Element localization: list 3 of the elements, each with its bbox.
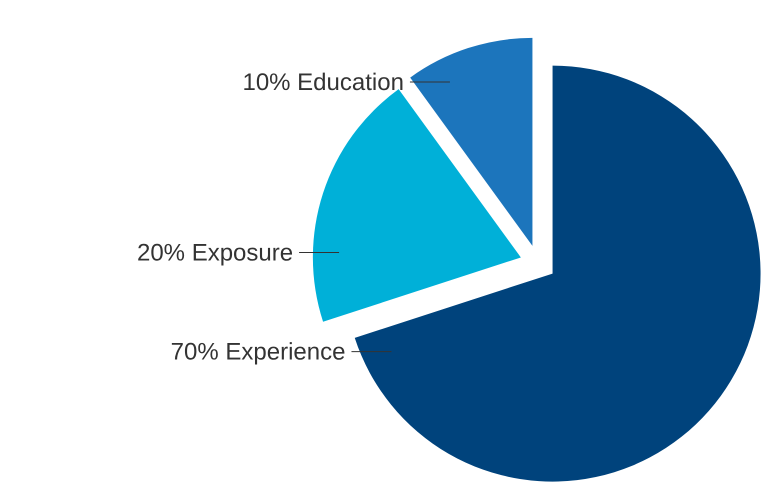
slice-label: 70% Experience bbox=[170, 338, 346, 366]
slice-label: 20% Exposure bbox=[136, 239, 294, 266]
slice-label: 10% Education bbox=[242, 68, 404, 96]
